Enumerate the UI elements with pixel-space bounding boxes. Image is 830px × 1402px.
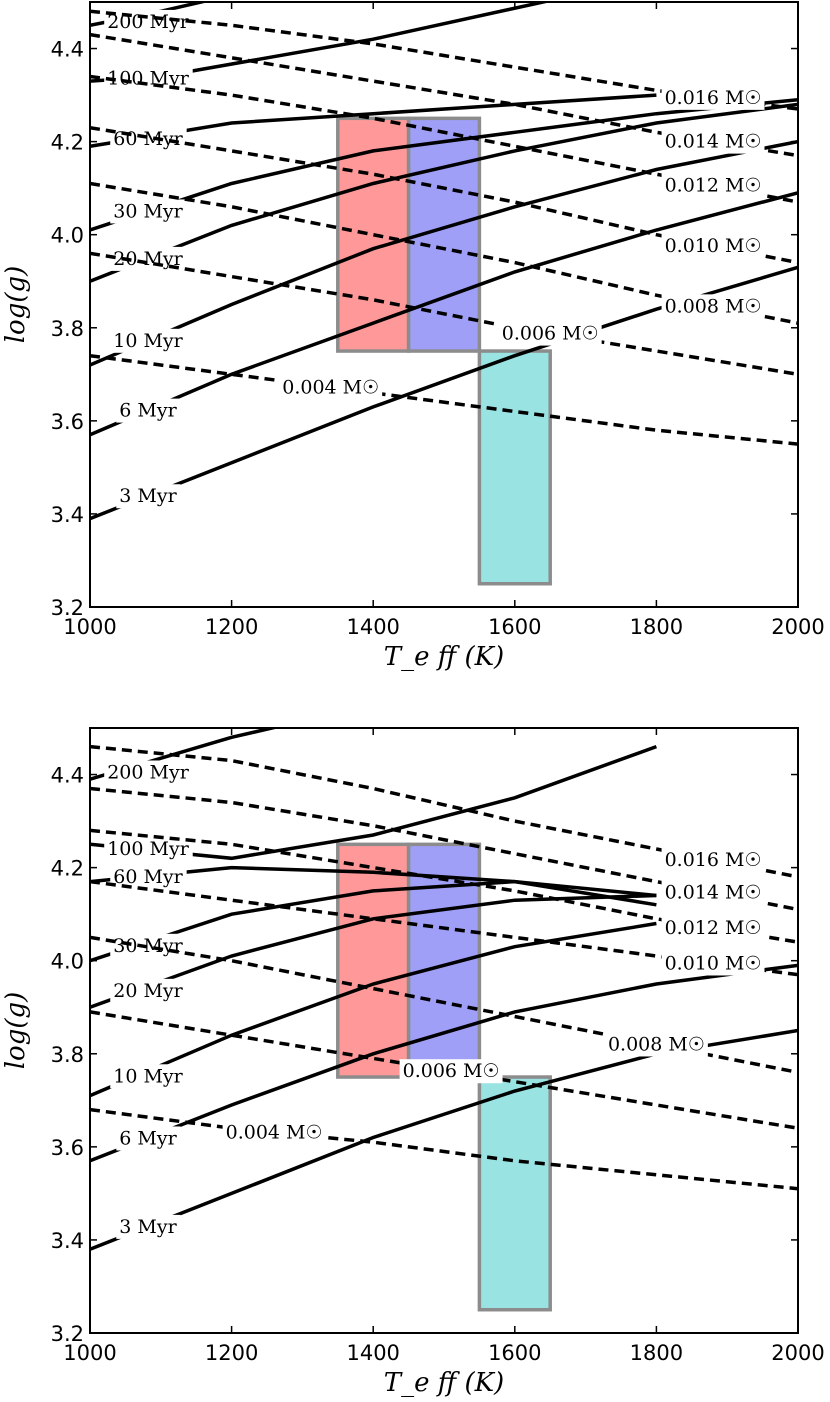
mass-track-0.004-label: 0.004 M☉ [282,376,379,398]
plot-frame [89,727,799,1334]
y-tick-label: 4.0 [51,950,84,974]
y-tick-label: 3.2 [51,1322,84,1346]
region-red [336,116,411,353]
isochrone-60-myr-label: 60 Myr [113,866,183,888]
y-tick-label: 4.0 [51,224,84,248]
plot-area: 3 Myr 6 Myr 10 Myr 20 Myr 30 Myr 60 Myr 100 My… [90,728,798,1312]
isochrone-20-myr [90,102,798,283]
mass-track-0.004 [90,1107,798,1191]
x-tick-label: 1000 [63,1341,116,1365]
isochrone-6-myr-label: 6 Myr [119,1127,177,1149]
mass-track-0.006-label: 0.006 M☉ [502,323,599,345]
x-tick-label: 1000 [63,615,116,639]
x-tick-label: 1200 [205,1341,258,1365]
y-tick-label: 4.4 [51,38,84,62]
isochrone-60-myr-label: 60 Myr [113,128,183,150]
x-tick-label: 1400 [346,615,399,639]
y-tick-label: 3.8 [51,1043,84,1067]
panel-top: 3 Myr 6 Myr 10 Myr 20 Myr 30 Myr 60 Myr 100 My… [1,1,825,672]
x-tick-label: 2000 [771,1341,824,1365]
isochrone-6-myr [90,191,798,437]
isochrone-200-myr-label: 200 Myr [107,11,189,33]
mass-track-0.004-label: 0.004 M☉ [226,1121,323,1143]
mass-track-0.006 [90,251,798,377]
isochrone-30-myr [90,97,798,232]
isochrone-100-myr-label: 100 Myr [107,68,189,90]
x-tick-label: 2000 [771,615,824,639]
isochrone-200-myr-label: 200 Myr [107,761,189,783]
y-tick-label: 3.2 [51,596,84,620]
y-tick-label: 3.6 [51,1136,84,1160]
y-tick-label: 3.8 [51,317,84,341]
panel-bottom: 3 Myr 6 Myr 10 Myr 20 Myr 30 Myr 60 Myr 100 My… [1,727,825,1398]
mass-track-0.012-label: 0.012 M☉ [665,917,762,939]
isochrone-30-myr-label: 30 Myr [113,935,183,957]
isochrone-6-myr [90,963,798,1163]
x-tick-label: 1200 [205,615,258,639]
mass-track-0.010-label: 0.010 M☉ [665,235,762,257]
isochrone-3-myr-label: 3 Myr [119,1216,177,1238]
mass-track-0.008-label: 0.008 M☉ [608,1033,705,1055]
isochrone-10-myr [90,921,657,1098]
plot-frame [89,1,799,608]
y-tick-label: 4.2 [51,857,84,881]
isochrone-20-myr-label: 20 Myr [113,248,183,270]
isochrone-30-myr [90,879,657,963]
mass-track-0.008-label: 0.008 M☉ [665,295,762,317]
isochrone-10-myr [90,139,798,367]
mass-track-0.012-label: 0.012 M☉ [665,174,762,196]
isochrone-10-myr-label: 10 Myr [113,330,183,352]
y-tick-label: 4.4 [51,764,84,788]
x-axis-label: T_e ff (K) [384,642,504,672]
y-axis-label: log(g) [1,266,31,344]
mass-track-0.006-label: 0.006 M☉ [403,1060,500,1082]
isochrone-10-myr-label: 10 Myr [113,1065,183,1087]
isochrone-20-myr-label: 20 Myr [113,980,183,1002]
isochrone-6-myr-label: 6 Myr [119,400,177,422]
isochrone-30-myr-label: 30 Myr [113,200,183,222]
mass-track-0.010-label: 0.010 M☉ [665,952,762,974]
y-axis-label: log(g) [1,992,31,1070]
x-tick-label: 1600 [488,1341,541,1365]
x-tick-label: 1400 [346,1341,399,1365]
mass-track-0.016-label: 0.016 M☉ [665,849,762,871]
isochrone-3-myr-label: 3 Myr [119,485,177,507]
x-tick-label: 1800 [630,615,683,639]
y-tick-label: 3.4 [51,503,84,527]
region-cyan [477,349,552,586]
x-tick-label: 1600 [488,615,541,639]
mass-track-0.014-label: 0.014 M☉ [665,882,762,904]
region-red [336,842,411,1079]
y-tick-label: 3.6 [51,410,84,434]
mass-track-0.014-label: 0.014 M☉ [665,131,762,153]
mass-track-0.016-label: 0.016 M☉ [665,87,762,109]
x-tick-label: 1800 [630,1341,683,1365]
mass-track-0.004 [90,353,798,446]
x-axis-label: T_e ff (K) [384,1368,504,1398]
region-cyan [477,1075,552,1312]
isochrone-100-myr-label: 100 Myr [107,838,189,860]
y-tick-label: 4.2 [51,131,84,155]
plot-area: 3 Myr 6 Myr 10 Myr 20 Myr 30 Myr 60 Myr 100 My… [90,2,798,586]
isochrone-20-myr [90,893,657,1009]
y-tick-label: 3.4 [51,1229,84,1253]
